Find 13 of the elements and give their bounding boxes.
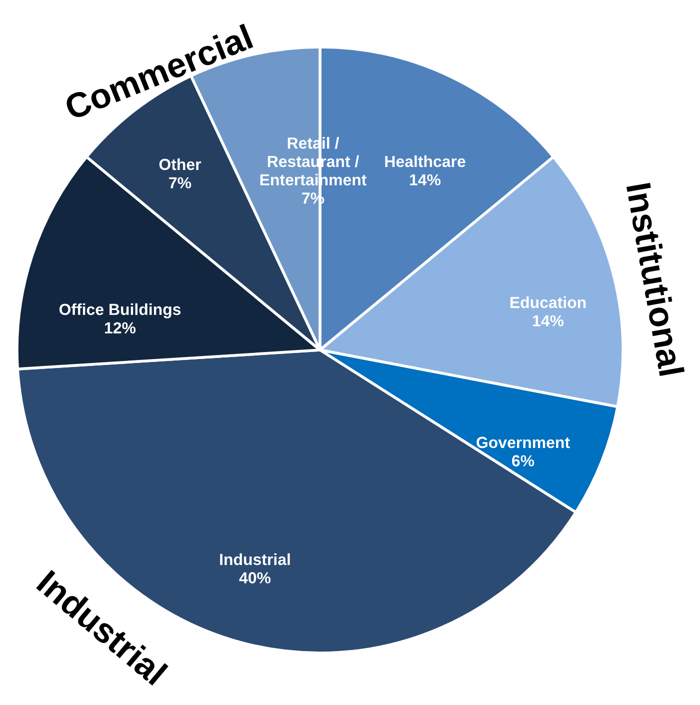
slice-label: Industrial — [220, 553, 290, 566]
data-label: 7% — [169, 177, 192, 188]
slice-label: Government — [476, 436, 570, 448]
slice-label: Office Buildings — [59, 303, 181, 318]
data-label: 14% — [410, 174, 441, 186]
slice-label: Other — [159, 158, 202, 170]
data-label: 12% — [105, 322, 136, 334]
slice-label: Education — [510, 296, 586, 308]
text: Institutional — [626, 182, 685, 376]
data-label: 6% — [512, 455, 534, 466]
data-label: 40% — [239, 572, 271, 584]
slice-label: Healthcare — [385, 155, 466, 168]
data-label: 14% — [533, 315, 564, 326]
